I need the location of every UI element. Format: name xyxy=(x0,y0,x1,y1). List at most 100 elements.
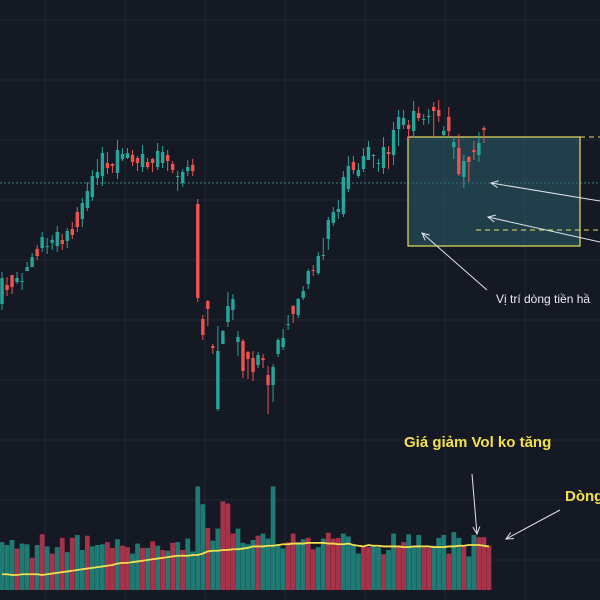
candle-body xyxy=(25,267,29,271)
candle xyxy=(447,107,451,136)
candle-body xyxy=(452,142,456,147)
candle-body xyxy=(0,278,4,304)
volume-bar xyxy=(456,537,462,590)
candle xyxy=(0,272,4,310)
candle-body xyxy=(311,270,315,271)
candle-body xyxy=(181,172,185,183)
volume-bar xyxy=(396,545,401,590)
candle-body xyxy=(356,170,361,176)
candle-body xyxy=(231,299,235,310)
candle xyxy=(416,107,421,121)
candle-body xyxy=(160,152,165,163)
volume-bar xyxy=(190,551,196,590)
candle-body xyxy=(186,167,190,171)
arrow-shaft xyxy=(490,182,600,202)
volume-bar xyxy=(0,542,5,590)
volume-bar xyxy=(210,540,216,590)
candle xyxy=(25,262,29,271)
candle-body xyxy=(15,278,19,282)
volume-bar xyxy=(486,545,492,590)
candle xyxy=(50,235,54,250)
candle xyxy=(196,199,200,302)
candle xyxy=(125,148,130,159)
volume-bar xyxy=(270,486,276,590)
annotation-arrow xyxy=(504,509,561,540)
volume-bar xyxy=(461,545,467,590)
candle-body xyxy=(482,128,486,130)
candle-body xyxy=(130,155,135,162)
candle xyxy=(482,126,486,143)
candle-body xyxy=(110,164,115,166)
volume-bar xyxy=(240,542,246,590)
arrow-head xyxy=(489,180,499,189)
candle-body xyxy=(462,161,466,177)
candle xyxy=(366,141,371,160)
volume-bar xyxy=(230,533,236,590)
candle xyxy=(477,132,481,162)
candle xyxy=(55,226,59,252)
volume-bar xyxy=(225,503,231,590)
arrow-head xyxy=(504,532,515,540)
candle-body xyxy=(251,358,255,372)
candle-body xyxy=(281,338,285,347)
candle-body xyxy=(90,176,95,197)
volume-bar xyxy=(255,535,261,590)
volume-bar xyxy=(205,527,211,590)
candle xyxy=(160,146,165,168)
volume-bar xyxy=(426,547,432,590)
candle-body xyxy=(165,155,170,161)
candle xyxy=(186,160,190,176)
candle-body xyxy=(331,212,336,223)
candle-body xyxy=(477,143,481,155)
volume-bar xyxy=(340,533,346,590)
candle-body xyxy=(457,148,461,174)
arrow-shaft xyxy=(505,509,561,540)
candle-body xyxy=(316,256,320,273)
candle xyxy=(130,150,135,166)
candle-body xyxy=(30,257,34,267)
volume-bar xyxy=(310,549,316,590)
candle-body xyxy=(236,337,240,342)
candle xyxy=(120,148,125,161)
candle-body xyxy=(276,340,280,354)
candle xyxy=(406,120,411,139)
candle-body xyxy=(256,355,260,365)
volume-bar xyxy=(19,543,25,590)
candle-body xyxy=(85,191,90,208)
candle-body xyxy=(125,153,130,158)
volume-bar xyxy=(215,528,221,590)
candle-body xyxy=(341,177,346,214)
volume-bar xyxy=(59,537,65,590)
volume-bar xyxy=(471,535,477,590)
candle xyxy=(301,286,305,300)
candle-body xyxy=(246,352,250,359)
candle-body xyxy=(40,237,44,248)
volume-bar xyxy=(416,535,422,590)
candle-body xyxy=(145,162,150,167)
candle xyxy=(371,154,376,168)
highlight-box xyxy=(407,136,581,247)
volume-bar xyxy=(34,545,40,590)
candle-body xyxy=(20,281,24,282)
candle xyxy=(241,339,245,378)
arrow-shaft xyxy=(471,473,478,535)
volume-bar xyxy=(345,536,351,590)
volume-bar xyxy=(325,532,331,590)
volume-bar xyxy=(170,542,176,590)
candle-body xyxy=(155,151,160,167)
candle xyxy=(221,330,225,344)
volume-bar xyxy=(275,544,281,590)
candle-body xyxy=(261,358,265,360)
candle-body xyxy=(321,255,325,256)
candle xyxy=(236,331,240,356)
candle-body xyxy=(201,319,205,335)
candle xyxy=(60,234,64,250)
candle-body xyxy=(206,301,210,309)
candle-body xyxy=(150,159,155,163)
volume-bar xyxy=(366,547,371,590)
volume-bar xyxy=(371,546,376,590)
volume-bar xyxy=(54,547,60,590)
volume-bar xyxy=(260,533,266,590)
